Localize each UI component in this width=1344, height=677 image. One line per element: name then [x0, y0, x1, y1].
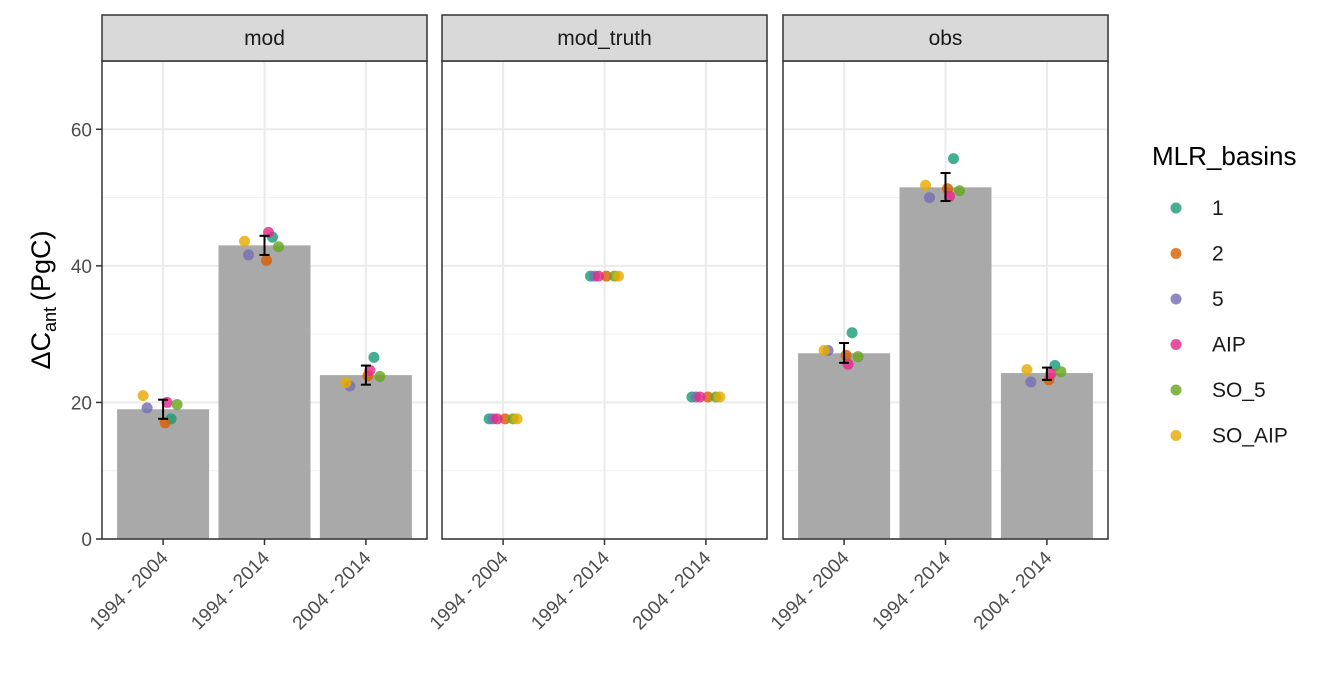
data-point: [920, 179, 931, 191]
y-tick-label: 0: [81, 530, 92, 551]
data-point: [846, 327, 858, 339]
strip-background: [782, 14, 1109, 62]
data-point: [842, 358, 854, 370]
legend-item-5: 5: [1170, 288, 1224, 311]
data-point: [948, 153, 959, 165]
data-point: [1055, 366, 1067, 378]
legend-key: [1170, 339, 1182, 350]
data-point: [159, 417, 171, 429]
legend-item-SO_5: SO_5: [1170, 379, 1266, 402]
y-tick-label: 20: [71, 393, 92, 414]
legend-key: [1170, 293, 1182, 305]
bar: [798, 353, 891, 539]
legend-label: SO_5: [1212, 379, 1266, 402]
legend-item-2: 2: [1170, 243, 1224, 266]
y-tick-label: 40: [71, 257, 92, 278]
legend-title: MLR_basins: [1152, 141, 1297, 171]
data-point: [364, 364, 376, 376]
x-tick-label: 1994 - 2004: [767, 547, 854, 634]
y-axis-title-unit: (PgC): [26, 230, 56, 301]
legend-label: 5: [1212, 288, 1224, 311]
data-point: [137, 390, 149, 402]
data-point: [714, 391, 726, 403]
legend-label: AIP: [1212, 334, 1246, 357]
legend-label: SO_AIP: [1212, 425, 1288, 448]
bar: [899, 187, 992, 540]
data-point: [1021, 364, 1033, 376]
bar: [319, 375, 412, 539]
data-point: [273, 241, 284, 253]
strip-label: mod: [244, 27, 285, 50]
data-point: [261, 254, 272, 266]
data-point: [374, 370, 386, 382]
data-point: [499, 413, 511, 425]
legend-key: [1170, 430, 1182, 441]
panel-mod_truth: mod_truth 1994 - 2004 1994 - 2014 2004 - 20…: [426, 14, 768, 634]
data-point: [171, 398, 183, 410]
data-point: [239, 235, 250, 247]
y-axis-title-subscript: ant: [40, 307, 60, 332]
data-point: [852, 351, 864, 363]
data-point: [702, 391, 714, 403]
x-tick-label: 1994 - 2014: [868, 547, 955, 634]
data-point: [340, 377, 352, 389]
bar: [218, 245, 311, 539]
error-bar: [839, 342, 850, 364]
x-tick-label: 2004 - 2014: [289, 547, 376, 634]
y-tick-label: 60: [71, 120, 92, 141]
legend-item-1: 1: [1170, 197, 1224, 220]
data-point: [601, 270, 612, 282]
error-bar: [158, 398, 169, 420]
legend-key: [1170, 384, 1182, 396]
legend-item-SO_AIP: SO_AIP: [1170, 425, 1288, 448]
y-axis: 0 20 40 60: [71, 120, 102, 551]
data-point: [1025, 376, 1037, 388]
data-point: [944, 190, 955, 202]
legend-label: 2: [1212, 243, 1224, 266]
x-tick-label: 2004 - 2014: [970, 547, 1057, 634]
error-bar: [1041, 366, 1052, 381]
strip-label: obs: [929, 27, 963, 50]
strip-background: [101, 14, 428, 62]
data-point: [818, 345, 830, 357]
legend: MLR_basins 1 2 5 AIP SO_5 SO_AIP: [1152, 141, 1297, 448]
strip-background: [441, 14, 768, 62]
data-point: [1045, 368, 1057, 380]
y-axis-title: ΔCant (PgC): [26, 230, 60, 369]
x-tick-label: 1994 - 2004: [86, 547, 173, 634]
legend-key: [1170, 248, 1182, 259]
x-tick-label: 1994 - 2014: [527, 547, 614, 634]
data-point: [511, 413, 523, 425]
data-point: [694, 391, 706, 403]
bar: [1000, 373, 1093, 539]
data-point: [954, 185, 965, 197]
error-bar: [360, 364, 371, 386]
data-point: [491, 413, 503, 425]
data-point: [924, 192, 935, 204]
x-tick-label: 2004 - 2014: [629, 547, 716, 634]
legend-label: 1: [1212, 197, 1224, 220]
y-axis-title-main: ΔC: [26, 332, 56, 370]
error-bar: [259, 234, 270, 256]
y-axis-title-text: ΔCant (PgC): [26, 230, 60, 369]
strip-label: mod_truth: [557, 27, 652, 50]
legend-item-AIP: AIP: [1170, 334, 1246, 357]
data-point: [593, 270, 604, 282]
panel-obs: obs 1994 - 2004 1994 - 2014 2004 - 2014: [767, 14, 1109, 634]
panel-mod: mod 1994 - 2004 1994 - 2014 2004 - 2014: [86, 14, 428, 634]
x-tick-label: 1994 - 2014: [187, 547, 274, 634]
error-bar: [940, 171, 951, 202]
data-point: [141, 402, 153, 414]
legend-key: [1170, 202, 1182, 214]
x-tick-label: 1994 - 2004: [426, 547, 513, 634]
data-point: [613, 270, 624, 282]
bar: [117, 409, 210, 539]
data-point: [243, 249, 254, 261]
data-point: [368, 351, 380, 363]
